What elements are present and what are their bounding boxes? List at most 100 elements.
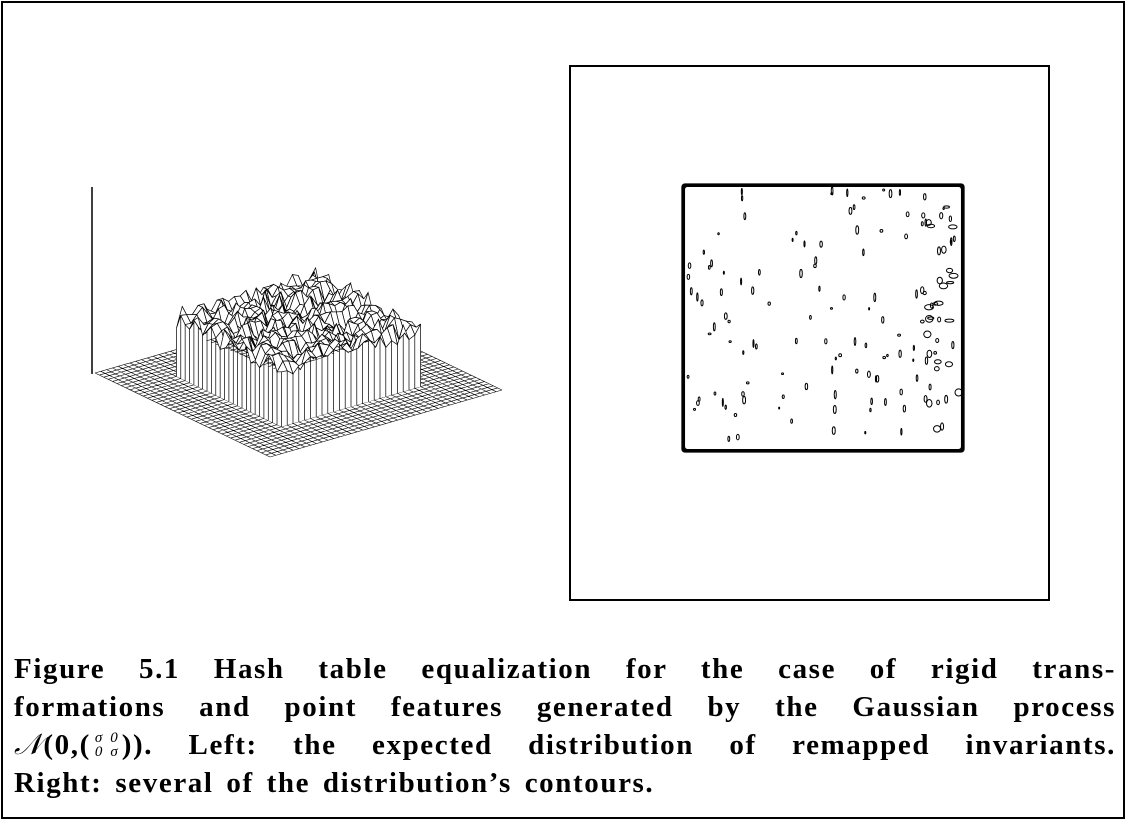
contour [881,316,885,324]
contour [899,388,903,396]
contour [925,219,932,226]
contour [949,237,953,246]
contour [915,374,919,382]
contour [735,433,740,441]
contour [682,184,964,452]
contour [926,349,933,359]
contour [898,349,902,358]
contour [855,368,859,374]
contour [814,256,818,265]
contour [937,316,942,323]
contour [912,344,915,351]
contour [944,318,955,323]
contour [925,314,934,323]
contour [943,205,950,209]
contour [727,435,731,442]
matrix-entry: σ [110,744,118,760]
contour [719,288,723,297]
contour [923,395,928,403]
math-text: ( [43,729,55,761]
contour [920,221,924,227]
math-text: ,( [70,729,91,761]
contour [834,356,837,361]
contour [954,388,963,397]
contour [933,425,942,433]
contour [948,224,958,230]
contour [829,307,834,310]
contour [713,391,717,396]
contour [717,232,720,236]
contour [853,337,857,346]
matrix-entry: σ [94,730,103,746]
contour [728,340,732,343]
contour-plot [681,183,965,453]
contour [842,294,846,301]
contour [862,248,865,257]
contour [923,193,927,201]
contour [831,426,836,435]
contour [886,353,889,358]
contour [790,418,793,424]
contour [866,370,871,379]
contour [923,330,932,339]
contour [912,358,915,362]
contour [795,230,798,236]
contour [904,233,909,240]
contour [864,430,867,435]
contour [933,359,942,365]
contour [803,240,806,248]
mesh-cell [276,360,288,373]
contour [781,394,785,400]
contour [767,301,771,306]
contour [924,356,929,365]
contour [781,372,785,376]
contour [724,404,727,410]
contour [868,307,871,311]
contour [700,299,704,307]
contour [848,206,853,215]
contour [933,300,944,306]
contour [742,395,747,405]
contour [687,262,692,269]
contour [682,184,964,452]
caption-line: Figure 5.1 Hash table equalization for t… [14,653,1116,685]
contour [933,366,940,372]
contour [809,315,812,320]
contour [804,382,809,391]
contour [791,237,794,242]
contour [686,374,690,379]
contour [915,289,918,299]
contour [945,267,954,274]
contour [832,404,837,414]
contour [686,273,691,280]
contour [870,397,873,406]
contour [888,189,893,199]
contour [861,196,866,200]
contour [751,286,755,295]
contour [813,263,817,269]
contour [831,365,834,375]
contour [951,341,955,350]
contour [755,343,758,350]
math-symbol: 𝒩 [14,729,44,761]
contour [757,268,761,276]
contour [743,212,747,221]
math-text: )) [121,729,145,761]
contour [900,427,903,436]
contour [727,319,731,324]
contour [941,245,947,254]
contour [873,292,877,303]
contour [819,240,823,248]
contour [838,353,843,358]
contour [683,185,963,451]
contour [944,394,949,404]
block-walls [176,315,421,427]
matrix-entry: 0 [94,744,103,760]
contour [879,228,884,233]
contour [924,304,934,311]
contour [707,332,712,336]
contour [852,204,856,211]
contour [722,270,725,275]
contour [740,277,743,286]
